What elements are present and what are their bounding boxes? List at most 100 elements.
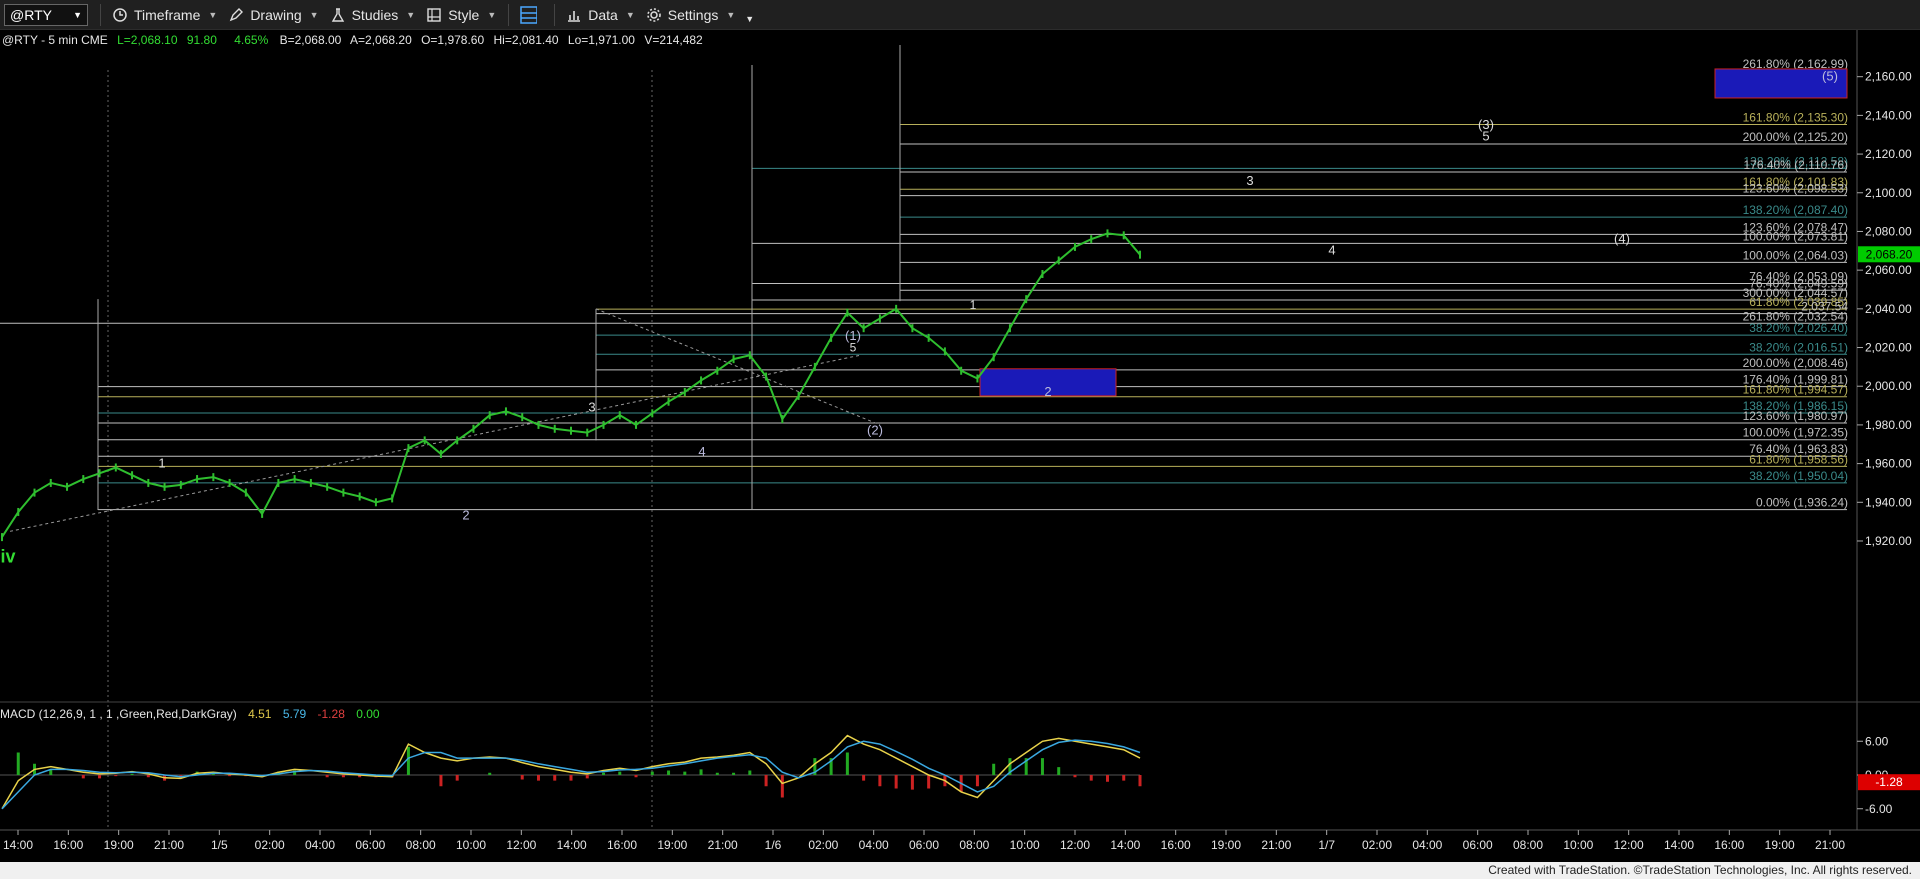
x-tick-label: 12:00 bbox=[1614, 838, 1644, 852]
fib-label: 261.80% (2,032.54) bbox=[1743, 309, 1848, 323]
y-tick-label: 2,100.00 bbox=[1865, 186, 1912, 200]
chevron-down-icon[interactable]: ▼ bbox=[73, 9, 82, 20]
x-tick-label: 06:00 bbox=[355, 838, 385, 852]
chevron-down-icon: ▼ bbox=[406, 9, 416, 20]
macd-value-tag bbox=[1858, 774, 1920, 791]
gear-icon bbox=[645, 6, 663, 24]
fib-label: 38.20% (2,026.40) bbox=[1749, 321, 1848, 335]
palette-icon bbox=[425, 6, 443, 24]
macd-value-2: 5.79 bbox=[283, 707, 307, 721]
fib-label: 161.80% (2,101.83) bbox=[1743, 175, 1848, 189]
layout-button[interactable] bbox=[519, 5, 542, 24]
y-tick-label: 2,020.00 bbox=[1865, 341, 1912, 355]
wave-label: 4 bbox=[698, 444, 705, 459]
fib-label: 200.00% (2,008.46) bbox=[1743, 356, 1848, 370]
wave-label: (4) bbox=[1614, 231, 1630, 246]
bar-chart-icon bbox=[565, 6, 583, 24]
divider bbox=[554, 3, 556, 26]
studies-menu[interactable]: Studies ▼ bbox=[329, 6, 416, 24]
chevron-down-icon: ▼ bbox=[309, 9, 319, 20]
settings-menu[interactable]: Settings ▼ bbox=[645, 6, 735, 24]
x-tick-label: 19:00 bbox=[1765, 838, 1795, 852]
wave-label: (5) bbox=[1822, 69, 1838, 84]
fib-label: 176.40% (2,110.76) bbox=[1743, 158, 1848, 172]
target-box-5 bbox=[1714, 68, 1848, 99]
axes: 2,160.00 2,140.00 2,120.00 2,100.00 2,080.00… bbox=[0, 30, 1920, 852]
wave-label: 1 bbox=[158, 455, 165, 470]
chart-area[interactable]: 261.80% (2,162.99)176.40% (2,149.35)161.… bbox=[0, 30, 1920, 862]
x-tick-label: 14:00 bbox=[1110, 838, 1140, 852]
last-price-label: 2,068.20 bbox=[1866, 247, 1913, 261]
wave-label: 1 bbox=[970, 298, 977, 312]
grid bbox=[107, 70, 653, 830]
wave-label: 3 bbox=[588, 399, 595, 414]
quote-ask: A=2,068.20 bbox=[350, 33, 412, 47]
fib-label: 161.80% (2,135.30) bbox=[1743, 110, 1848, 124]
x-tick-label: 02:00 bbox=[255, 838, 285, 852]
x-tick-label: 1/6 bbox=[765, 838, 782, 852]
macd-value-3: -1.28 bbox=[318, 707, 346, 721]
quote-high: Hi=2,081.40 bbox=[494, 33, 559, 47]
fib-label: 0.00% (1,936.24) bbox=[1756, 496, 1848, 510]
macd-value-tag-label: -1.28 bbox=[1875, 775, 1903, 789]
x-tick-label: 04:00 bbox=[305, 838, 335, 852]
timeframe-menu[interactable]: Timeframe ▼ bbox=[111, 6, 217, 24]
y-tick-label: 1,960.00 bbox=[1865, 457, 1912, 471]
style-menu[interactable]: Style ▼ bbox=[425, 6, 496, 24]
fib-label: 76.40% (2,053.09) bbox=[1749, 270, 1848, 284]
x-tick-label: 21:00 bbox=[708, 838, 738, 852]
x-tick-label: 04:00 bbox=[1412, 838, 1442, 852]
wave-label: (3) bbox=[1478, 117, 1494, 132]
chevron-down-icon: ▼ bbox=[208, 9, 218, 20]
symbol-value: @RTY bbox=[10, 6, 52, 23]
wave-label: 5 bbox=[1482, 129, 1489, 144]
pencil-icon bbox=[227, 6, 245, 24]
y-tick-label: 2,080.00 bbox=[1865, 224, 1912, 238]
x-tick-label: 02:00 bbox=[1362, 838, 1392, 852]
symbol-field[interactable]: @RTY ▼ bbox=[4, 3, 88, 26]
fib-label: 138.20% (1,986.15) bbox=[1743, 399, 1848, 413]
data-label: Data bbox=[588, 6, 618, 23]
wave-label: iv bbox=[0, 546, 15, 566]
wave-label: (1) bbox=[845, 328, 861, 343]
fib-label: 61.80% (2,039.85) bbox=[1749, 295, 1848, 309]
trend-channel bbox=[9, 354, 861, 532]
x-tick-label: 14:00 bbox=[557, 838, 587, 852]
x-tick-label: 16:00 bbox=[1161, 838, 1191, 852]
y-tick-label: 2,040.00 bbox=[1865, 302, 1912, 316]
settings-label: Settings bbox=[667, 6, 719, 23]
macd-value-1: 4.51 bbox=[248, 707, 272, 721]
x-tick-label: 21:00 bbox=[1261, 838, 1291, 852]
flask-icon bbox=[329, 6, 347, 24]
x-tick-label: 10:00 bbox=[1010, 838, 1040, 852]
x-tick-label: 21:00 bbox=[154, 838, 184, 852]
y-tick-label: 2,120.00 bbox=[1865, 147, 1912, 161]
x-tick-label: 08:00 bbox=[959, 838, 989, 852]
fib-label: 76.40% (2,049.59) bbox=[1749, 276, 1848, 290]
macd-y-tick-label: -6.00 bbox=[1865, 802, 1893, 816]
drawing-menu[interactable]: Drawing ▼ bbox=[227, 6, 319, 24]
y-tick-label: 2,000.00 bbox=[1865, 379, 1912, 393]
fib-label: 161.80% (1,994.57) bbox=[1743, 383, 1848, 397]
data-menu[interactable]: Data ▼ bbox=[565, 6, 635, 24]
fib-label: 38.20% (1,950.04) bbox=[1749, 469, 1848, 483]
quote-low: Lo=1,971.00 bbox=[568, 33, 635, 47]
y-tick-label: 1,980.00 bbox=[1865, 418, 1912, 432]
x-tick-label: 16:00 bbox=[1714, 838, 1744, 852]
wave-label: (2) bbox=[867, 423, 883, 438]
x-tick-label: 06:00 bbox=[1463, 838, 1493, 852]
fib-label: 100.00% (2,064.03) bbox=[1743, 248, 1848, 262]
x-tick-label: 04:00 bbox=[859, 838, 889, 852]
fib-label: 61.80% (1,958.56) bbox=[1749, 452, 1848, 466]
toolbar-overflow[interactable]: ▼ bbox=[745, 6, 754, 24]
quote-volume: V=214,482 bbox=[644, 33, 703, 47]
wave-label: 3 bbox=[1246, 173, 1253, 188]
wave-label: 2 bbox=[462, 508, 469, 523]
macd-value-4: 0.00 bbox=[356, 707, 380, 721]
macd-y-tick-label: 6.00 bbox=[1865, 734, 1889, 748]
fib-levels: 261.80% (2,162.99)176.40% (2,149.35)161.… bbox=[0, 45, 1848, 532]
clock-icon bbox=[111, 6, 129, 24]
x-tick-label: 08:00 bbox=[406, 838, 436, 852]
fib-label: 300.00% (2,044.57) bbox=[1743, 286, 1848, 300]
